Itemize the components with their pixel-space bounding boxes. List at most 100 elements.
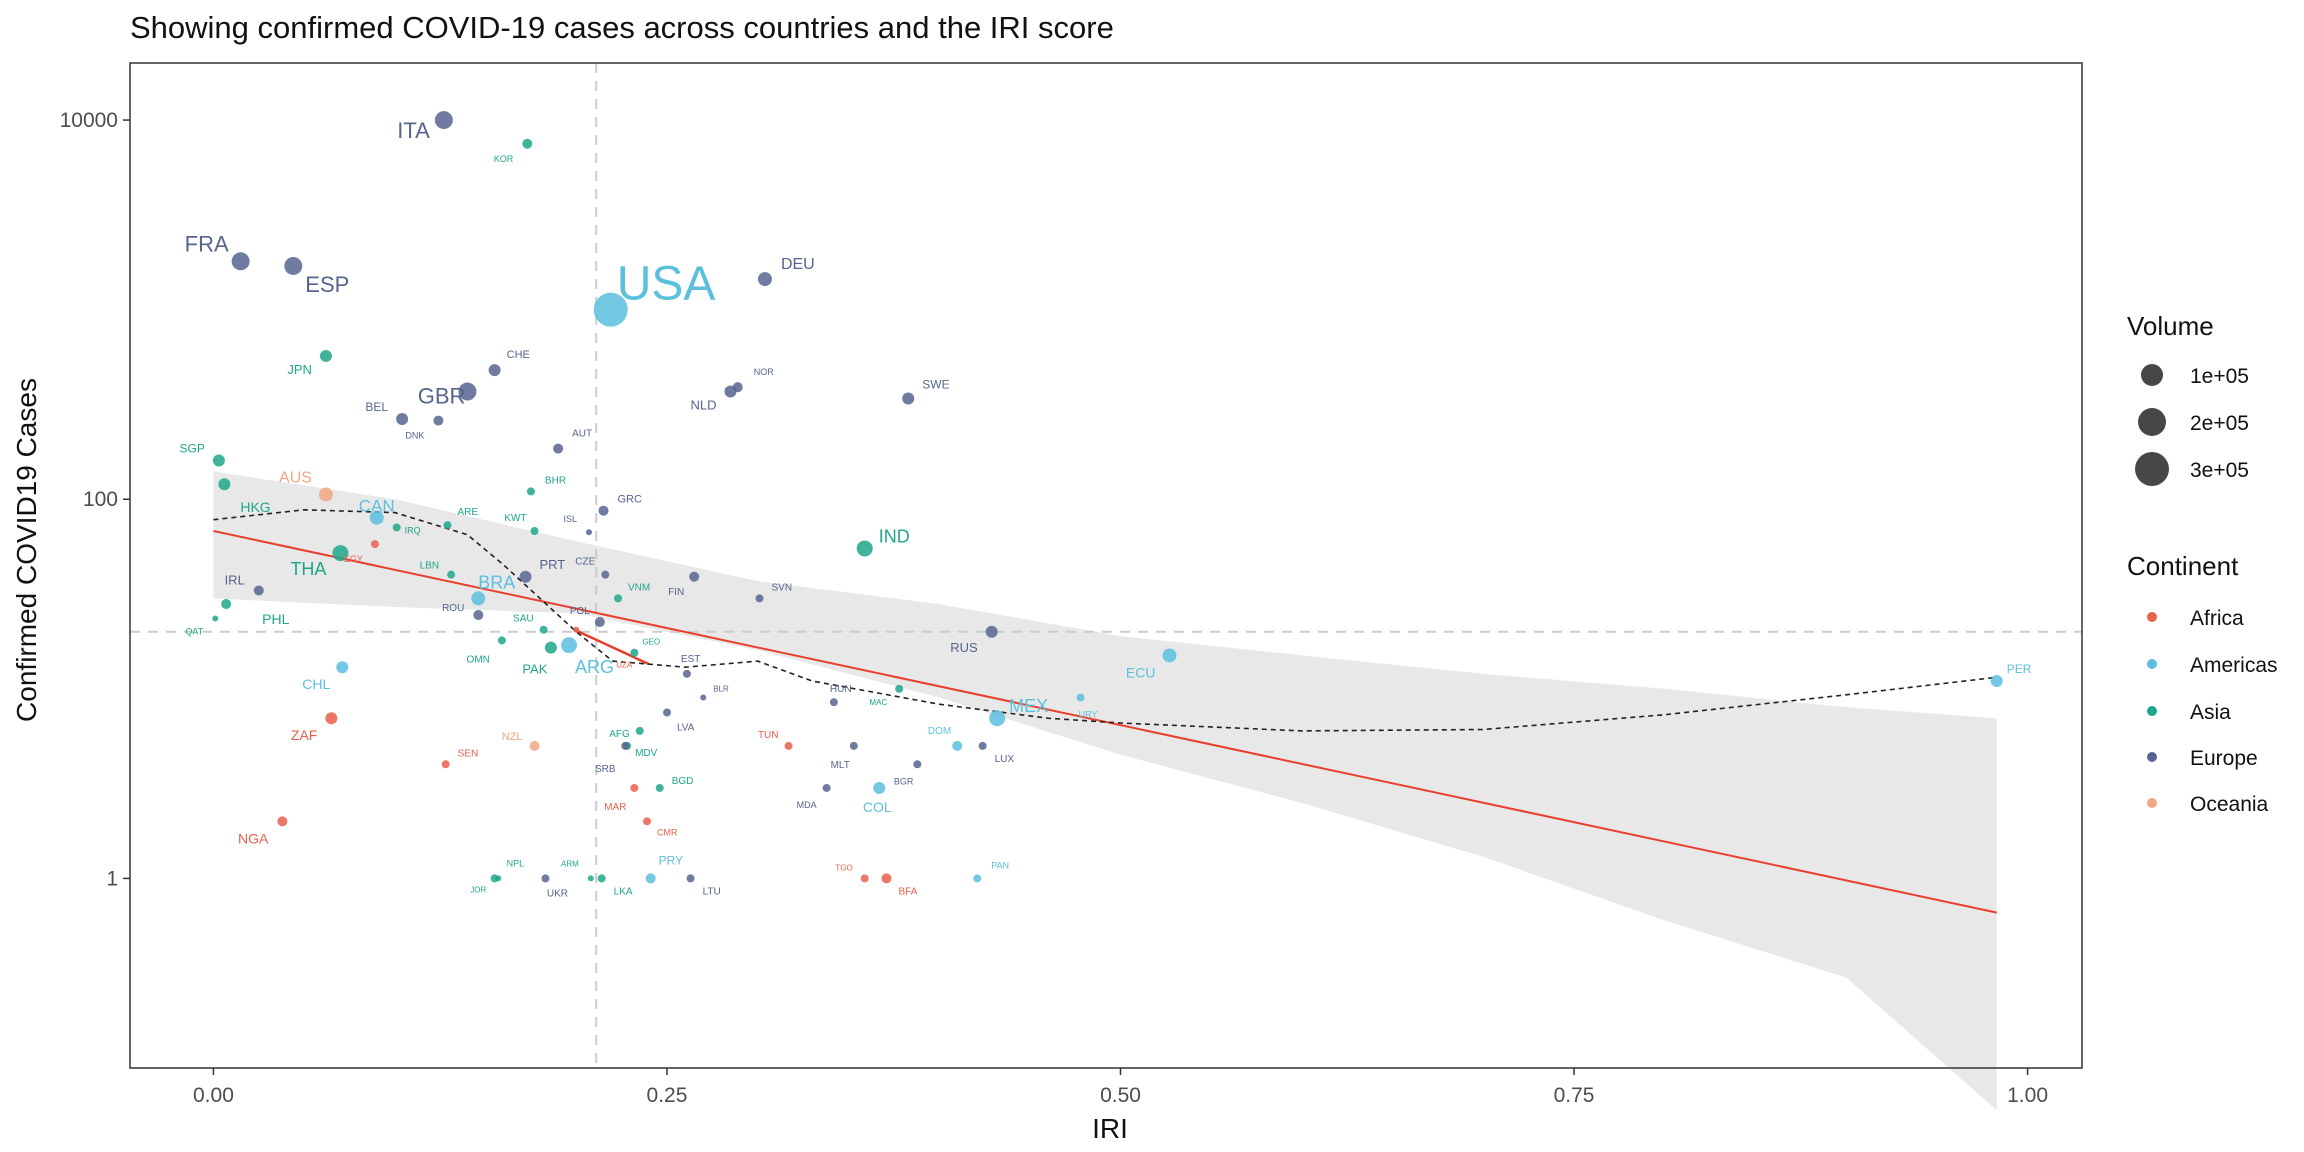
x-axis-title: IRI xyxy=(1092,1113,1128,1144)
point-label-phl: PHL xyxy=(262,611,289,627)
point-label-nld: NLD xyxy=(690,398,716,413)
point-label-isl: ISL xyxy=(563,514,577,524)
point-label-svn: SVN xyxy=(772,582,793,593)
point-label-bel: BEL xyxy=(365,400,388,414)
point-label-pan: PAN xyxy=(991,860,1009,870)
x-tick-label: 0.25 xyxy=(647,1084,688,1107)
data-point-blr xyxy=(700,694,707,701)
data-point-ury xyxy=(1076,693,1085,702)
volume-legend-label: 1e+05 xyxy=(2190,365,2249,388)
point-label-ita: ITA xyxy=(397,118,430,143)
data-point-kor xyxy=(522,138,533,149)
data-point-vnm xyxy=(614,594,622,603)
continent-legend-label-asia: Asia xyxy=(2190,701,2231,724)
point-label-mac: MAC xyxy=(869,698,887,707)
point-label-bra: BRA xyxy=(478,572,515,592)
data-point-mda xyxy=(822,783,831,792)
point-label-vnm: VNM xyxy=(628,582,650,593)
x-tick-label: 1.00 xyxy=(2007,1084,2048,1107)
continent-legend-key-americas xyxy=(2147,659,2157,669)
data-point-pry xyxy=(645,873,656,884)
data-point-deu xyxy=(757,272,772,287)
data-point-mlt xyxy=(849,741,858,750)
data-point-mex xyxy=(989,710,1006,727)
point-label-swe: SWE xyxy=(922,377,949,391)
data-points xyxy=(212,111,2003,884)
point-label-bfa: BFA xyxy=(898,886,917,897)
point-label-kor: KOR xyxy=(494,154,514,164)
regression-line xyxy=(213,530,1997,914)
point-label-usa: USA xyxy=(617,258,716,311)
point-label-geo: GEO xyxy=(642,638,660,647)
y-tick-label: 10000 xyxy=(60,109,118,132)
continent-legend-title: Continent xyxy=(2127,551,2239,581)
data-point-zaf xyxy=(325,712,338,725)
data-point-che xyxy=(488,364,501,377)
data-point-can xyxy=(369,510,384,525)
point-label-ltu: LTU xyxy=(703,886,721,897)
point-label-chl: CHL xyxy=(302,676,330,692)
point-label-tgo: TGO xyxy=(835,863,852,872)
point-label-rus: RUS xyxy=(950,640,978,655)
continent-legend-key-africa xyxy=(2147,612,2157,622)
data-point-cze xyxy=(601,570,610,579)
data-point-bgr xyxy=(913,760,922,769)
point-label-mex: MEX xyxy=(1009,696,1048,716)
point-label-tha: THA xyxy=(290,559,326,579)
continent-legend-label-europe: Europe xyxy=(2190,747,2258,770)
point-label-nzl: NZL xyxy=(502,731,523,743)
point-label-srb: SRB xyxy=(595,764,616,775)
point-label-deu: DEU xyxy=(781,256,815,273)
point-label-dnk: DNK xyxy=(405,431,424,441)
point-label-lux: LUX xyxy=(995,754,1015,765)
data-point-hkg xyxy=(218,478,231,491)
data-point-jor xyxy=(495,875,502,882)
point-label-est: EST xyxy=(681,654,700,665)
point-label-tun: TUN xyxy=(758,730,779,741)
panel-border xyxy=(129,62,2083,1069)
data-point-chl xyxy=(336,661,349,674)
data-point-lva xyxy=(662,708,671,717)
data-point-pol xyxy=(594,617,605,628)
volume-legend-key xyxy=(2138,408,2166,436)
data-point-fra xyxy=(231,252,250,271)
point-label-aus: AUS xyxy=(279,469,312,486)
data-point-bel xyxy=(396,413,409,426)
point-label-dom: DOM xyxy=(928,726,951,737)
x-tick-label: 0.00 xyxy=(193,1084,234,1107)
data-point-nld xyxy=(724,385,737,398)
data-point-fin xyxy=(689,571,700,582)
point-label-fin: FIN xyxy=(668,587,684,598)
point-labels: ITA KOR FRA ESP USA DEU JPN CHE GBR NOR NLD SWE BEL D… xyxy=(180,118,2032,899)
point-label-arm: ARM xyxy=(561,859,579,868)
point-label-qat: QAT xyxy=(185,626,203,636)
point-label-pry: PRY xyxy=(659,853,683,867)
point-label-esp: ESP xyxy=(305,272,349,297)
x-tick-label: 0.50 xyxy=(1100,1084,1141,1107)
data-point-grc xyxy=(598,505,609,516)
point-label-grc: GRC xyxy=(617,494,642,506)
point-label-sgp: SGP xyxy=(180,442,205,456)
point-label-ukr: UKR xyxy=(547,888,568,899)
data-point-irl xyxy=(253,585,264,596)
data-point-arg xyxy=(561,637,578,654)
point-label-ecu: ECU xyxy=(1126,664,1156,680)
point-label-gbr: GBR xyxy=(418,384,466,409)
point-label-mdv: MDV xyxy=(635,748,658,759)
continent-legend-key-europe xyxy=(2147,752,2157,762)
data-point-ecu xyxy=(1162,648,1177,663)
data-point-uza xyxy=(573,626,580,633)
confidence-band xyxy=(213,471,1997,1111)
data-point-est xyxy=(682,669,691,678)
point-label-bhr: BHR xyxy=(545,475,566,486)
point-label-ind: IND xyxy=(879,526,910,546)
continent-legend-label-americas: Americas xyxy=(2190,654,2278,677)
point-label-lka: LKA xyxy=(614,886,633,897)
data-point-sau xyxy=(539,625,548,634)
point-label-cmr: CMR xyxy=(657,827,678,837)
data-point-phl xyxy=(221,599,232,610)
data-point-geo xyxy=(630,648,639,657)
point-label-irq: IRQ xyxy=(405,525,421,535)
plot-panel: 0.00 0.25 0.50 0.75 1.00 1 100 10000 xyxy=(60,62,2083,1111)
